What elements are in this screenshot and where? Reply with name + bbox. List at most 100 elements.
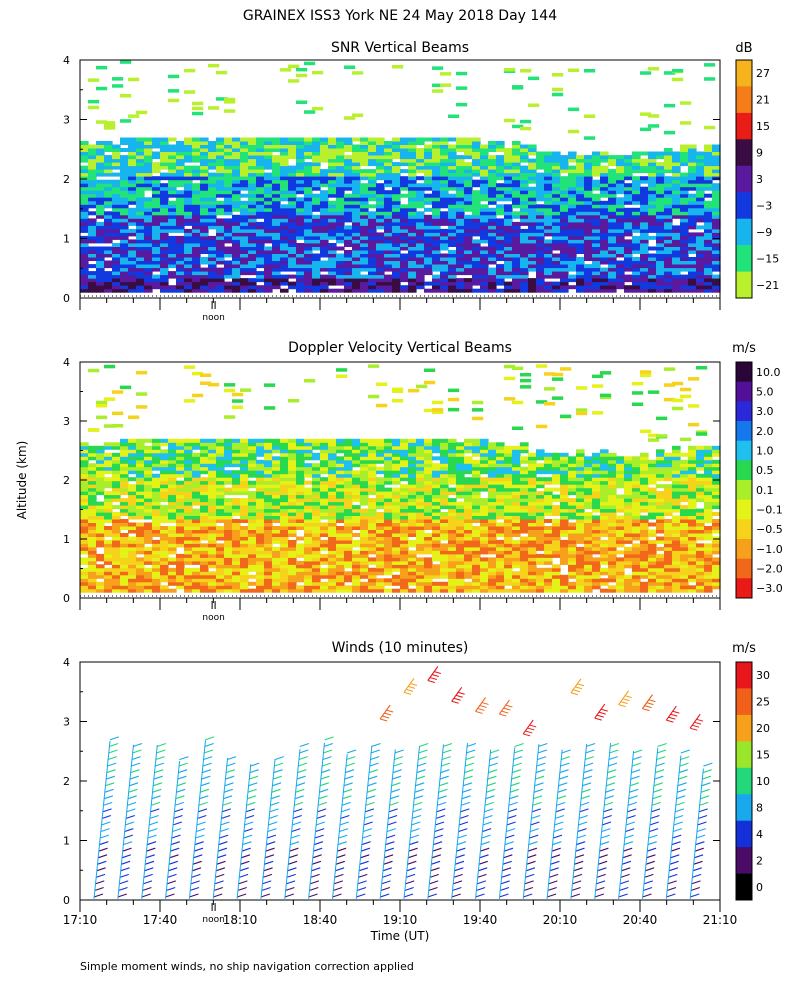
heat-cell: [304, 498, 313, 503]
heat-cell: [168, 228, 177, 233]
heat-cell: [384, 473, 393, 478]
heat-cell: [584, 257, 593, 261]
heat-cell: [176, 484, 185, 489]
heat-cell: [528, 151, 537, 156]
heat-cell: [160, 232, 169, 237]
heat-cell: [224, 211, 233, 216]
heat-cell: [192, 470, 201, 475]
heat-cell: [304, 239, 313, 244]
heat-cell: [136, 228, 145, 233]
heat-cell: [336, 581, 345, 586]
heat-cell: [208, 190, 217, 195]
heat-cell: [528, 186, 537, 191]
heat-cell: [144, 243, 153, 247]
heat-cell: [712, 285, 721, 290]
heat-cell: [488, 246, 497, 251]
heat-cell: [376, 285, 385, 290]
heat-cell: [248, 162, 257, 167]
heat-cell: [480, 158, 489, 163]
heat-cell: [656, 253, 665, 258]
heat-cell: [184, 235, 193, 240]
heat-cell: [224, 564, 233, 569]
heat-cell: [280, 438, 289, 443]
heat-cell: [168, 438, 177, 443]
heat-cell: [272, 571, 281, 576]
heat-cell: [688, 285, 697, 290]
heat-cell: [288, 546, 297, 551]
heat-cell: [616, 271, 625, 276]
heat-cell: [120, 193, 129, 198]
heat-cell: [472, 250, 481, 254]
heat-cell: [608, 235, 617, 240]
heat-cell: [120, 232, 129, 237]
heat-cell: [136, 588, 145, 593]
heat-cell: [112, 484, 121, 489]
heat-cell: [96, 162, 105, 167]
heat-cell: [144, 574, 153, 579]
heat-cell: [208, 235, 217, 240]
heat-cell: [280, 211, 289, 216]
heat-cell: [336, 533, 345, 537]
heat-cell: [136, 253, 145, 258]
heat-cell: [360, 588, 369, 593]
heat-cell: [216, 151, 225, 156]
heat-cell: [288, 243, 297, 247]
heat-cell: [240, 278, 249, 283]
heat-cell: [256, 459, 265, 464]
heat-cell: [384, 235, 393, 240]
heat-cell: [368, 285, 377, 290]
heat-cell: [208, 155, 217, 160]
heat-cell: [384, 501, 393, 506]
heat-cell: [480, 225, 489, 230]
heat-cell: [256, 200, 265, 205]
heat-cell: [400, 158, 409, 163]
heat-cell: [240, 285, 249, 290]
heat-cell: [312, 264, 321, 269]
heat-cell: [336, 162, 345, 167]
heat-cell: [232, 438, 241, 443]
heat-cell: [528, 200, 537, 205]
heat-cell: [456, 250, 465, 254]
heat-cell: [360, 473, 369, 478]
heat-cell: [272, 267, 281, 272]
heat-cell: [288, 274, 297, 279]
heat-cell: [248, 560, 257, 565]
heat-cell: [376, 235, 385, 240]
heat-cell: [664, 211, 673, 216]
heat-cell: [200, 204, 209, 209]
heat-cell: [168, 221, 177, 226]
heat-cell: [608, 155, 617, 160]
heat-cell: [640, 235, 649, 240]
heat-cell: [576, 211, 585, 216]
heat-cell: [128, 162, 137, 167]
heat-cell: [280, 278, 289, 283]
heat-cell: [192, 463, 201, 468]
heat-cell: [96, 197, 105, 202]
heat-cell: [496, 253, 505, 258]
heat-cell: [216, 232, 225, 237]
heat-cell: [352, 553, 361, 558]
heat-cell: [576, 239, 585, 244]
heat-cell: [360, 519, 369, 523]
heat-cell: [96, 553, 105, 558]
heat-cell: [312, 585, 321, 590]
heat-cell: [120, 445, 129, 450]
heat-cell: [624, 165, 633, 170]
heat-cell: [656, 176, 665, 181]
heat-cell: [264, 235, 273, 240]
heat-cell: [504, 228, 513, 233]
heat-cell: [480, 239, 489, 244]
heat-cell: [176, 239, 185, 244]
heat-cell: [288, 179, 297, 184]
heat-cell: [208, 207, 217, 212]
heat-cell: [352, 491, 361, 496]
heat-cell: [296, 186, 305, 191]
heat-cell: [336, 505, 345, 510]
heat-cell: [248, 176, 257, 181]
heat-cell: [408, 151, 417, 156]
heat-cell: [640, 253, 649, 258]
heat-cell: [520, 207, 529, 212]
heat-cell: [640, 112, 652, 116]
heat-cell: [536, 214, 545, 219]
heat-cell: [344, 452, 353, 457]
